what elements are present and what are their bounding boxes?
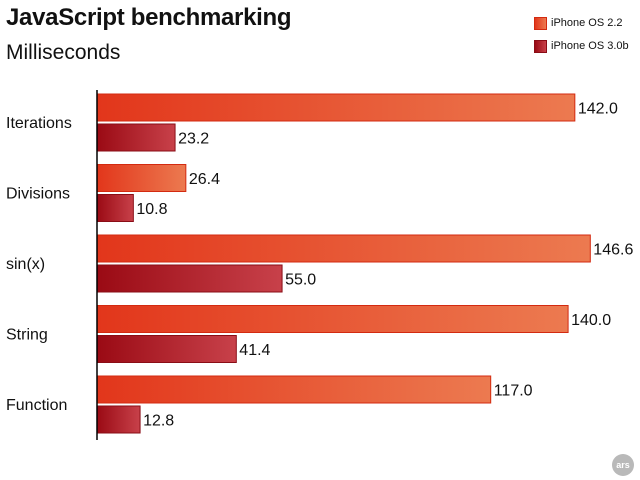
- legend-item-series-1: iPhone OS 2.2: [534, 16, 629, 30]
- category-label: Iterations: [6, 115, 72, 132]
- bar-series-1: [96, 305, 569, 333]
- value-label-series-2: 41.4: [239, 342, 270, 359]
- value-label-series-1: 142.0: [578, 101, 618, 118]
- category-label: Function: [6, 397, 67, 414]
- category-label: sin(x): [6, 256, 45, 273]
- category-label: Divisions: [6, 186, 70, 203]
- bar-series-2: [96, 264, 283, 293]
- value-label-series-1: 117.0: [494, 383, 533, 400]
- bar-series-2: [96, 405, 141, 434]
- value-label-series-2: 10.8: [136, 201, 167, 218]
- value-label-series-2: 23.2: [178, 131, 209, 148]
- legend-swatch-series-2: [534, 39, 547, 53]
- legend-label-series-2: iPhone OS 3.0b: [551, 40, 629, 52]
- chart-subtitle: Milliseconds: [6, 41, 121, 64]
- bar-series-1: [96, 234, 591, 263]
- bar-series-2: [96, 194, 134, 222]
- legend-swatch-series-1: [534, 16, 547, 30]
- category-label: String: [6, 327, 48, 344]
- value-label-series-1: 26.4: [189, 171, 220, 188]
- value-label-series-1: 140.0: [571, 312, 611, 329]
- value-label-series-2: 12.8: [143, 413, 174, 430]
- chart-title: JavaScript benchmarking: [6, 4, 292, 31]
- bar-series-1: [96, 93, 576, 122]
- bar-series-1: [96, 375, 492, 404]
- value-label-series-2: 55.0: [285, 272, 316, 289]
- ars-logo: ars: [612, 454, 634, 476]
- bar-series-1: [96, 164, 187, 192]
- legend: iPhone OS 2.2 iPhone OS 3.0b: [534, 16, 629, 62]
- legend-label-series-1: iPhone OS 2.2: [551, 17, 623, 29]
- legend-item-series-2: iPhone OS 3.0b: [534, 39, 629, 53]
- bar-series-2: [96, 123, 176, 152]
- value-label-series-1: 146.6: [593, 242, 633, 259]
- bar-series-2: [96, 335, 237, 363]
